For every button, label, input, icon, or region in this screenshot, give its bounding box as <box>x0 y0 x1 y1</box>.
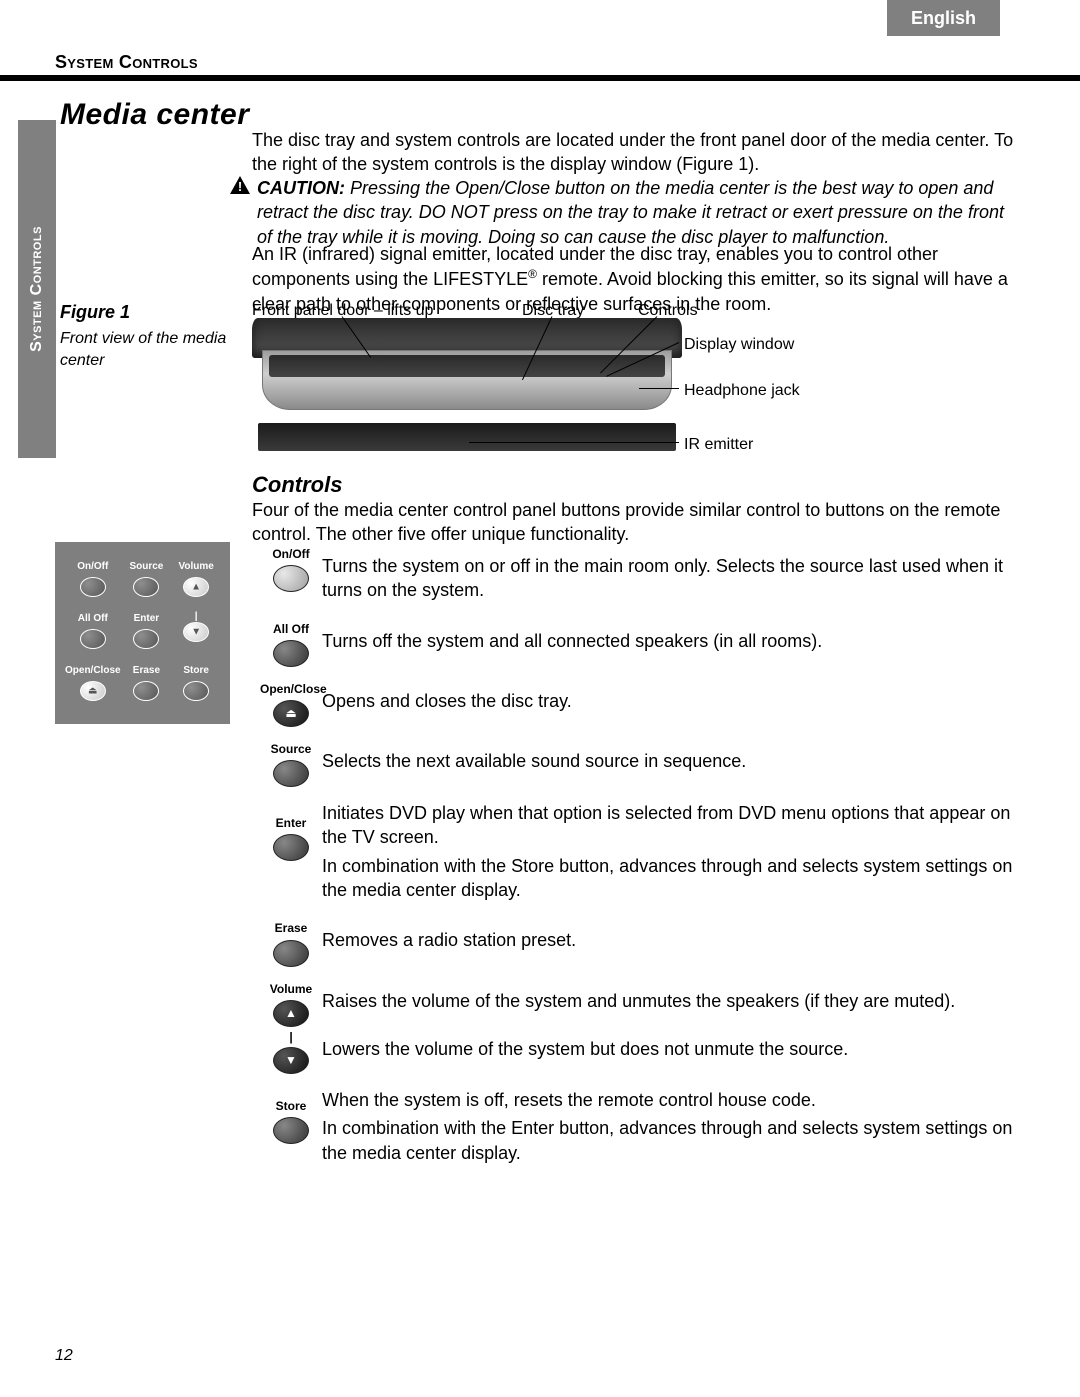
ctrl-volume-icon: Volume ▲ | ▼ <box>260 981 322 1074</box>
vol-down-icon: ▼ <box>285 1052 297 1068</box>
figure-caption: Front view of the media center <box>60 328 230 371</box>
ctrl-onoff-desc: Turns the system on or off in the main r… <box>322 554 1025 603</box>
ctrl-erase-icon: Erase <box>260 920 322 966</box>
callout-display-window: Display window <box>684 334 794 356</box>
caution-body: Pressing the Open/Close button on the me… <box>257 178 1004 247</box>
ctrl-enter: Enter Initiates DVD play when that optio… <box>260 801 1025 906</box>
ctrl-source-desc: Selects the next available sound source … <box>322 749 1025 773</box>
horizontal-rule <box>0 75 1080 81</box>
callout-headphone-jack: Headphone jack <box>684 380 800 402</box>
page-title: Media center <box>60 95 249 136</box>
ctrl-alloff-icon: All Off <box>260 621 322 667</box>
ctrl-enter-desc-1: Initiates DVD play when that option is s… <box>322 801 1025 850</box>
svg-text:!: ! <box>238 179 242 194</box>
device-illustration <box>252 318 682 453</box>
ctrl-openclose: Open/Close ⏏ Opens and closes the disc t… <box>260 681 1025 727</box>
controls-heading: Controls <box>252 470 342 500</box>
page-number: 12 <box>55 1345 73 1367</box>
ctrl-erase: Erase Removes a radio station preset. <box>260 920 1025 966</box>
intro-paragraph: The disc tray and system controls are lo… <box>252 128 1025 177</box>
panel-openclose: Open/Close⏏ <box>65 664 121 701</box>
vol-up-icon: ▲ <box>285 1005 297 1021</box>
side-tab: System Controls <box>18 120 56 458</box>
warning-icon: ! <box>230 176 252 200</box>
ctrl-openclose-icon: Open/Close ⏏ <box>260 681 322 727</box>
ctrl-alloff: All Off Turns off the system and all con… <box>260 621 1025 667</box>
ctrl-source-icon: Source <box>260 741 322 787</box>
ctrl-store: Store When the system is off, resets the… <box>260 1088 1025 1169</box>
callout-ir-emitter: IR emitter <box>684 434 753 456</box>
panel-volume-up: Volume▲ <box>178 560 213 597</box>
side-tab-label: System Controls <box>26 226 48 352</box>
control-panel: On/Off Source Volume▲ All Off Enter |▼ O… <box>55 542 230 724</box>
panel-volume-down: |▼ <box>183 612 209 642</box>
ctrl-enter-icon: Enter <box>260 801 322 861</box>
panel-store: Store <box>183 664 209 701</box>
ctrl-store-desc-1: When the system is off, resets the remot… <box>322 1088 1025 1112</box>
figure-number: Figure 1 <box>60 300 230 324</box>
ctrl-volume-desc-2: Lowers the volume of the system but does… <box>322 1037 1025 1061</box>
ctrl-store-icon: Store <box>260 1088 322 1144</box>
ctrl-volume: Volume ▲ | ▼ Raises the volume of the sy… <box>260 981 1025 1074</box>
eject-icon: ⏏ <box>285 705 296 721</box>
caution-label: CAUTION: <box>257 178 345 198</box>
panel-erase: Erase <box>133 664 160 701</box>
ctrl-store-desc-2: In combination with the Enter button, ad… <box>322 1116 1025 1165</box>
panel-source: Source <box>129 560 163 597</box>
caution-text: CAUTION: Pressing the Open/Close button … <box>257 176 1022 249</box>
ctrl-onoff-icon: On/Off <box>260 546 322 592</box>
ctrl-erase-desc: Removes a radio station preset. <box>322 928 1025 952</box>
panel-alloff: All Off <box>78 612 108 649</box>
panel-onoff: On/Off <box>77 560 108 597</box>
ctrl-openclose-desc: Opens and closes the disc tray. <box>322 689 1025 713</box>
registered-mark: ® <box>528 267 537 281</box>
language-tab: English <box>887 0 1000 36</box>
panel-enter: Enter <box>133 612 159 649</box>
ctrl-volume-desc-1: Raises the volume of the system and unmu… <box>322 989 1025 1013</box>
controls-list: On/Off Turns the system on or off in the… <box>260 546 1025 1183</box>
figure-label-block: Figure 1 Front view of the media center <box>60 300 230 371</box>
section-header-top: System Controls <box>55 50 198 74</box>
controls-intro: Four of the media center control panel b… <box>252 498 1025 547</box>
ctrl-source: Source Selects the next available sound … <box>260 741 1025 787</box>
ctrl-alloff-desc: Turns off the system and all connected s… <box>322 629 1025 653</box>
device-figure: Front panel door – lifts up Disc tray Co… <box>252 300 952 460</box>
ctrl-enter-desc-2: In combination with the Store button, ad… <box>322 854 1025 903</box>
caution-block: ! CAUTION: Pressing the Open/Close butto… <box>230 176 1025 249</box>
ctrl-onoff: On/Off Turns the system on or off in the… <box>260 546 1025 607</box>
